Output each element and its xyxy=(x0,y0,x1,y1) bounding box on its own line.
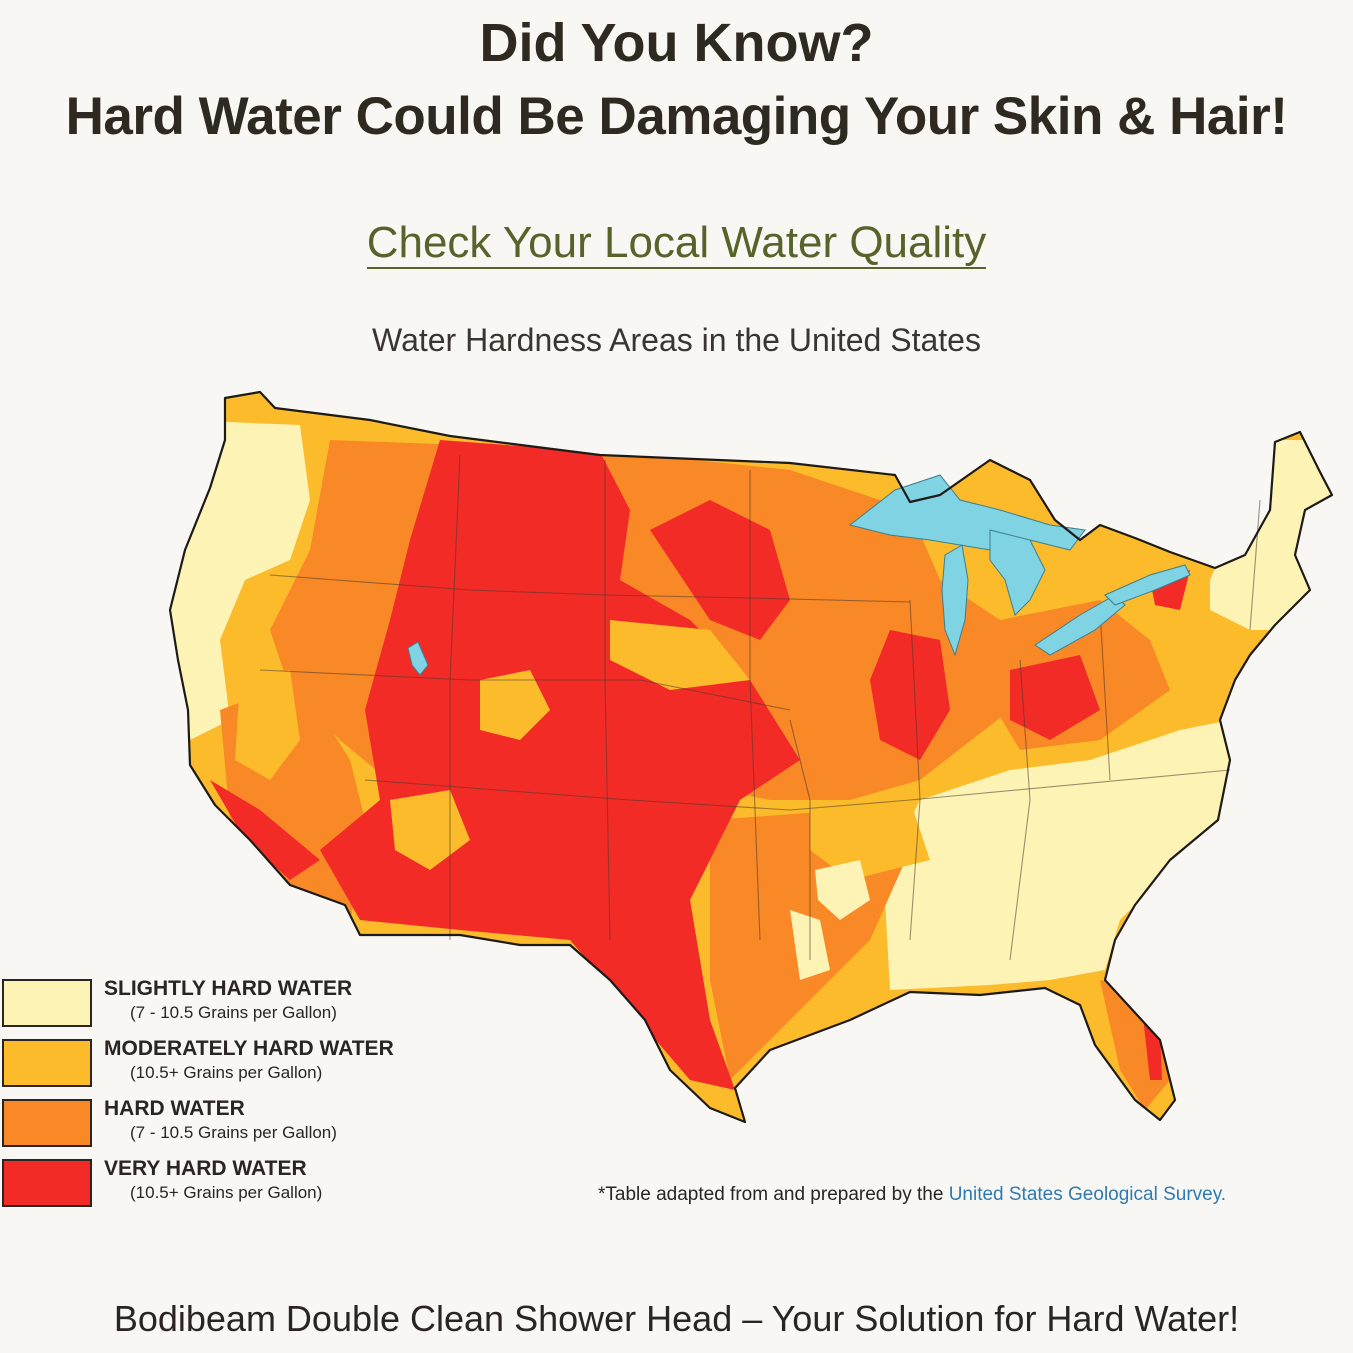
legend-swatch-slightly-hard xyxy=(2,979,92,1027)
source-footnote: *Table adapted from and prepared by the … xyxy=(598,1184,1226,1206)
great-lakes xyxy=(407,474,1191,676)
legend-swatch-moderately-hard xyxy=(2,1039,92,1087)
legend-range: (10.5+ Grains per Gallon) xyxy=(130,1063,323,1082)
state-borders xyxy=(259,454,1261,961)
headline-main: Hard Water Could Be Damaging Your Skin &… xyxy=(65,87,1288,146)
legend-label: VERY HARD WATER xyxy=(104,1157,307,1180)
product-tagline: Bodibeam Double Clean Shower Head – Your… xyxy=(113,1298,1240,1339)
legend-range: (10.5+ Grains per Gallon) xyxy=(130,1183,323,1202)
legend-swatch-very-hard xyxy=(2,1159,92,1207)
legend-label: SLIGHTLY HARD WATER xyxy=(104,977,353,1000)
usgs-link[interactable]: United States Geological Survey. xyxy=(948,1184,1227,1205)
us-outline xyxy=(168,390,1334,1124)
headline-question: Did You Know? xyxy=(479,13,874,73)
legend-range: (7 - 10.5 Grains per Gallon) xyxy=(130,1003,337,1022)
map-title: Water Hardness Areas in the United State… xyxy=(372,322,981,358)
footnote-text: *Table adapted from and prepared by the xyxy=(598,1184,949,1205)
legend-label: HARD WATER xyxy=(104,1097,245,1120)
legend-swatch-hard xyxy=(2,1099,92,1147)
cta-container: Check Your Local Water Quality xyxy=(0,218,1353,269)
legend-label: MODERATELY HARD WATER xyxy=(104,1037,394,1060)
check-water-quality-link[interactable]: Check Your Local Water Quality xyxy=(366,218,987,269)
legend-range: (7 - 10.5 Grains per Gallon) xyxy=(130,1123,337,1142)
us-water-hardness-map xyxy=(168,390,1334,1124)
